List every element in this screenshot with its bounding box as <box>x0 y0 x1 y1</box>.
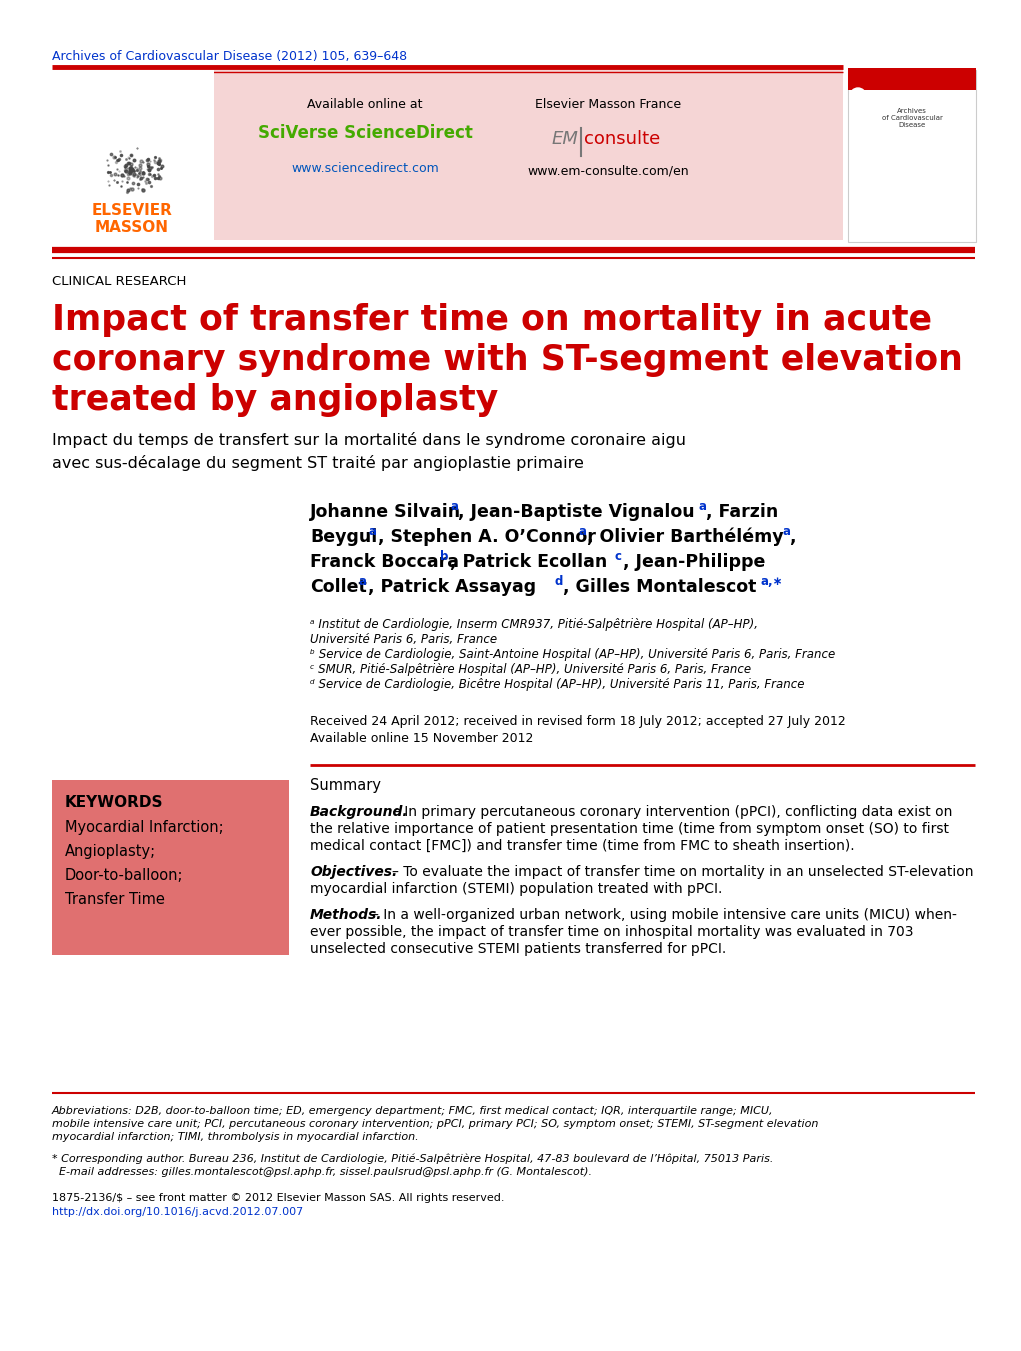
Bar <box>848 68 976 91</box>
Text: c: c <box>614 550 621 563</box>
Text: a: a <box>698 500 706 513</box>
Text: – In a well-organized urban network, using mobile intensive care units (MICU) wh: – In a well-organized urban network, usi… <box>372 908 957 921</box>
Bar <box>52 70 843 240</box>
Text: – In primary percutaneous coronary intervention (pPCI), conflicting data exist o: – In primary percutaneous coronary inter… <box>393 805 953 819</box>
Text: Impact of transfer time on mortality in acute: Impact of transfer time on mortality in … <box>52 303 932 336</box>
Text: Impact du temps de transfert sur la mortalité dans le syndrome coronaire aigu: Impact du temps de transfert sur la mort… <box>52 432 686 449</box>
Text: myocardial infarction (STEMI) population treated with pPCI.: myocardial infarction (STEMI) population… <box>310 882 723 896</box>
Text: – To evaluate the impact of transfer time on mortality in an unselected ST-eleva: – To evaluate the impact of transfer tim… <box>392 865 973 880</box>
Text: Transfer Time: Transfer Time <box>65 892 164 907</box>
Text: medical contact [FMC]) and transfer time (time from FMC to sheath insertion).: medical contact [FMC]) and transfer time… <box>310 839 855 852</box>
Text: ELSEVIER: ELSEVIER <box>92 203 173 218</box>
Text: mobile intensive care unit; PCI, percutaneous coronary intervention; pPCI, prima: mobile intensive care unit; PCI, percuta… <box>52 1119 819 1129</box>
Text: Archives of Cardiovascular Disease (2012) 105, 639–648: Archives of Cardiovascular Disease (2012… <box>52 50 407 63</box>
Text: ᵃ Institut de Cardiologie, Inserm CMR937, Pitié-Salpêtrière Hospital (AP–HP),: ᵃ Institut de Cardiologie, Inserm CMR937… <box>310 617 758 631</box>
Circle shape <box>850 88 866 104</box>
Text: coronary syndrome with ST-segment elevation: coronary syndrome with ST-segment elevat… <box>52 343 963 377</box>
Text: Available online at: Available online at <box>307 99 423 111</box>
Text: a: a <box>578 526 586 538</box>
Text: ᵈ Service de Cardiologie, Bicêtre Hospital (AP–HP), Université Paris 11, Paris, : ᵈ Service de Cardiologie, Bicêtre Hospit… <box>310 678 805 690</box>
Text: , Gilles Montalescot: , Gilles Montalescot <box>563 578 757 596</box>
Text: ᶜ SMUR, Pitié-Salpêtrière Hospital (AP–HP), Université Paris 6, Paris, France: ᶜ SMUR, Pitié-Salpêtrière Hospital (AP–H… <box>310 663 751 676</box>
Text: 1875-2136/$ – see front matter © 2012 Elsevier Masson SAS. All rights reserved.: 1875-2136/$ – see front matter © 2012 El… <box>52 1193 504 1202</box>
Text: Methods.: Methods. <box>310 908 383 921</box>
Text: Johanne Silvain: Johanne Silvain <box>310 503 461 521</box>
Text: Summary: Summary <box>310 778 381 793</box>
Text: Angioplasty;: Angioplasty; <box>65 844 156 859</box>
Bar <box>52 70 214 240</box>
Text: , Stephen A. O’Connor: , Stephen A. O’Connor <box>378 528 596 546</box>
Text: Received 24 April 2012; received in revised form 18 July 2012; accepted 27 July : Received 24 April 2012; received in revi… <box>310 715 845 728</box>
Text: Beygui: Beygui <box>310 528 377 546</box>
Text: MASSON: MASSON <box>95 220 169 235</box>
Text: , Olivier Barthélémy: , Olivier Barthélémy <box>587 528 784 547</box>
Text: ever possible, the impact of transfer time on inhospital mortality was evaluated: ever possible, the impact of transfer ti… <box>310 925 914 939</box>
Text: myocardial infarction; TIMI, thrombolysis in myocardial infarction.: myocardial infarction; TIMI, thrombolysi… <box>52 1132 419 1142</box>
Text: Franck Boccara: Franck Boccara <box>310 553 459 571</box>
Text: a: a <box>782 526 790 538</box>
Text: http://dx.doi.org/10.1016/j.acvd.2012.07.007: http://dx.doi.org/10.1016/j.acvd.2012.07… <box>52 1206 303 1217</box>
Text: Archives
of Cardiovascular
Disease: Archives of Cardiovascular Disease <box>881 108 942 128</box>
Text: , Farzin: , Farzin <box>706 503 778 521</box>
Text: ᵇ Service de Cardiologie, Saint-Antoine Hospital (AP–HP), Université Paris 6, Pa: ᵇ Service de Cardiologie, Saint-Antoine … <box>310 648 835 661</box>
Text: EM: EM <box>551 130 578 149</box>
Text: CLINICAL RESEARCH: CLINICAL RESEARCH <box>52 276 187 288</box>
Text: a: a <box>368 526 376 538</box>
Text: Université Paris 6, Paris, France: Université Paris 6, Paris, France <box>310 634 497 646</box>
Text: Background.: Background. <box>310 805 408 819</box>
Text: * Corresponding author. Bureau 236, Institut de Cardiologie, Pitié-Salpêtrière H: * Corresponding author. Bureau 236, Inst… <box>52 1152 773 1163</box>
Text: www.em-consulte.com/en: www.em-consulte.com/en <box>527 165 689 178</box>
Text: , Patrick Ecollan: , Patrick Ecollan <box>450 553 607 571</box>
Text: d: d <box>554 576 563 588</box>
Text: E-mail addresses: gilles.montalescot@psl.aphp.fr, sissel.paulsrud@psl.aphp.fr (G: E-mail addresses: gilles.montalescot@psl… <box>52 1167 592 1177</box>
Text: a: a <box>450 500 458 513</box>
Text: avec sus-décalage du segment ST traité par angioplastie primaire: avec sus-décalage du segment ST traité p… <box>52 455 584 471</box>
Text: SciVerse ScienceDirect: SciVerse ScienceDirect <box>257 124 473 142</box>
Text: a,∗: a,∗ <box>760 576 782 588</box>
Text: the relative importance of patient presentation time (time from symptom onset (S: the relative importance of patient prese… <box>310 821 949 836</box>
Text: Collet: Collet <box>310 578 367 596</box>
Text: KEYWORDS: KEYWORDS <box>65 794 163 811</box>
Bar <box>52 780 289 955</box>
Text: Myocardial Infarction;: Myocardial Infarction; <box>65 820 224 835</box>
Text: Door-to-balloon;: Door-to-balloon; <box>65 867 184 884</box>
Text: ,: , <box>789 528 795 546</box>
Bar <box>848 70 976 242</box>
Text: , Patrick Assayag: , Patrick Assayag <box>368 578 536 596</box>
Text: unselected consecutive STEMI patients transferred for pPCI.: unselected consecutive STEMI patients tr… <box>310 942 726 957</box>
Text: Objectives.: Objectives. <box>310 865 397 880</box>
Text: b: b <box>440 550 448 563</box>
Text: consulte: consulte <box>584 130 661 149</box>
Text: a: a <box>358 576 366 588</box>
Text: , Jean-Baptiste Vignalou: , Jean-Baptiste Vignalou <box>458 503 694 521</box>
Text: Elsevier Masson France: Elsevier Masson France <box>535 99 681 111</box>
Text: treated by angioplasty: treated by angioplasty <box>52 382 498 417</box>
Text: www.sciencedirect.com: www.sciencedirect.com <box>291 162 439 176</box>
Text: , Jean-Philippe: , Jean-Philippe <box>623 553 766 571</box>
Text: Available online 15 November 2012: Available online 15 November 2012 <box>310 732 533 744</box>
Text: Abbreviations: D2B, door-to-balloon time; ED, emergency department; FMC, first m: Abbreviations: D2B, door-to-balloon time… <box>52 1106 774 1116</box>
